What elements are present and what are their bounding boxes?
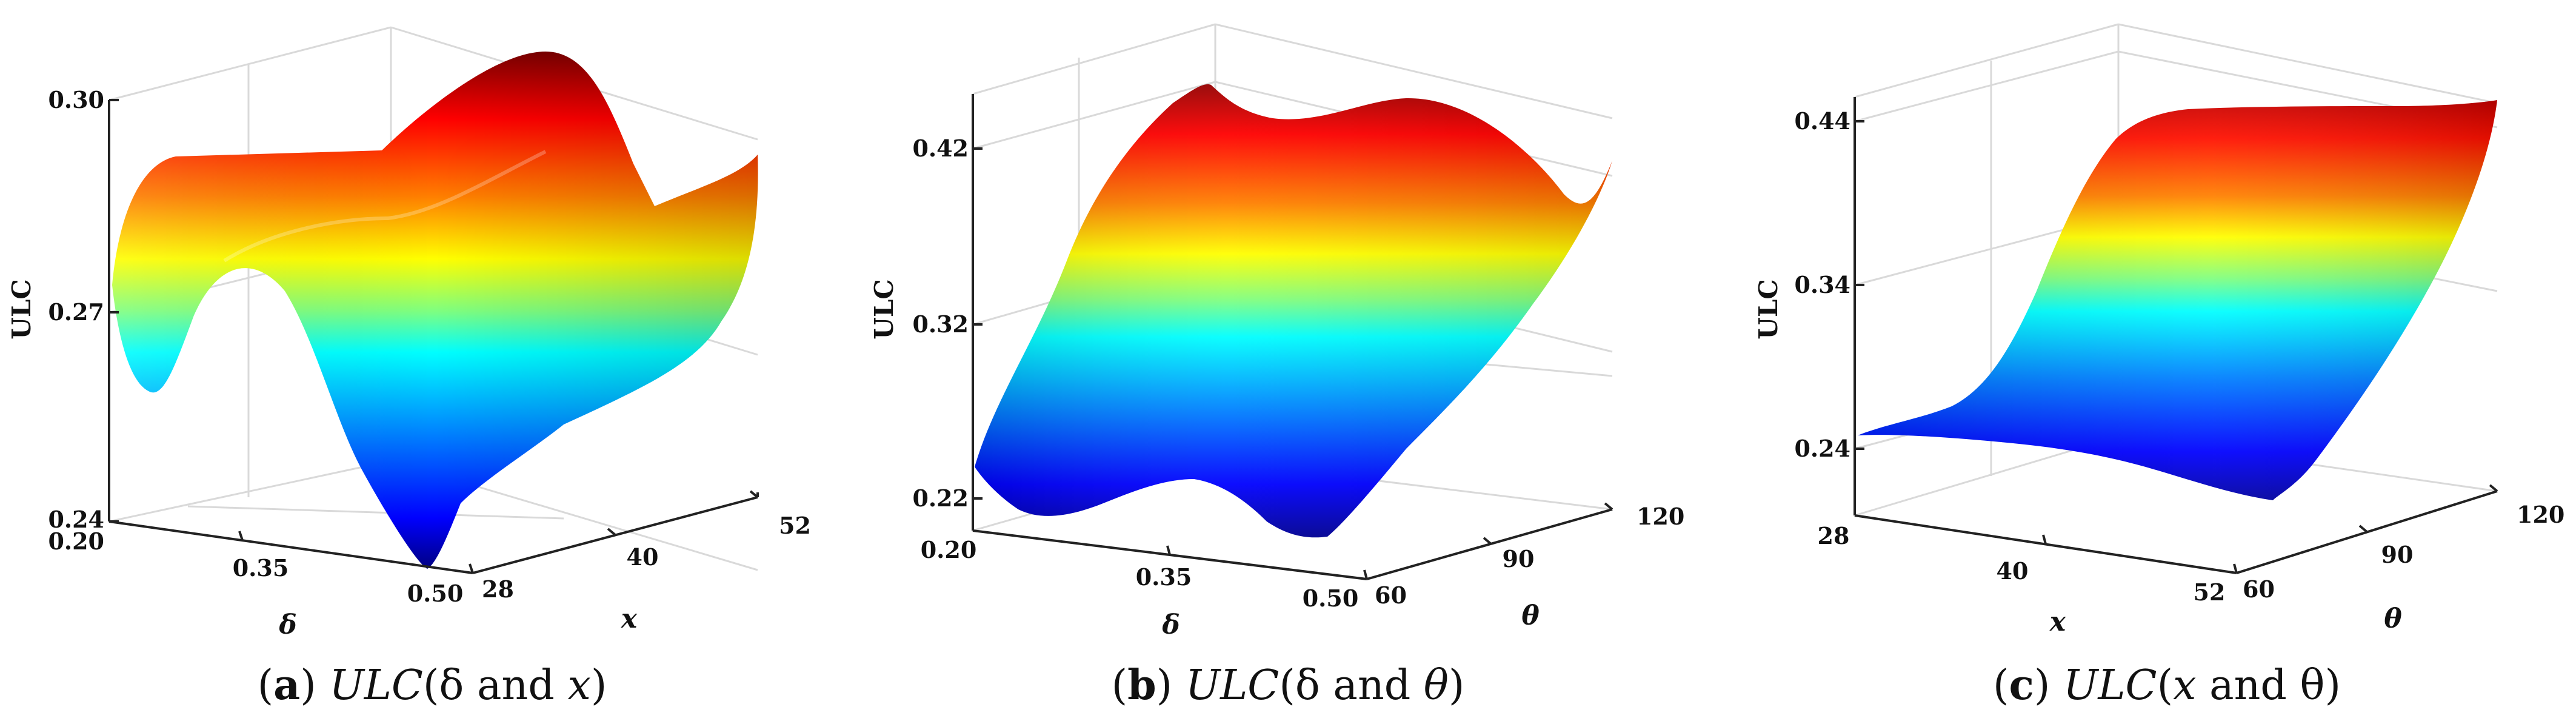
panel-a-z-tick-027: 0.27 [48,298,104,326]
panel-b-y-tick-120: 120 [1637,503,1684,530]
panel-b-y-label: θ [1521,600,1540,631]
panel-c-caption: (c) ULC(x and θ) [1993,661,2341,709]
panel-b-x-tick-050: 0.50 [1303,585,1359,612]
panel-c-x-tick-40: 40 [1997,557,2029,585]
panel-b-caption-close: ) [1156,662,1173,709]
panel-a-ticks [109,99,759,574]
panel-b-caption-letter: b [1127,661,1156,709]
panel-a-caption-func: ULC [329,662,423,709]
panel-b-surface-shade [975,84,1612,538]
panel-b-caption-open: ( [1112,662,1128,709]
panel-b-z-tick-022: 0.22 [912,485,969,512]
panel-b-y-tick-90: 90 [1503,545,1535,572]
panel-c-caption-func: ULC [2063,662,2157,709]
panel-b-caption-var2: θ [1424,662,1449,709]
panel-c-z-tick-044: 0.44 [1794,107,1850,135]
panel-b-x-tick-020: 0.20 [921,536,977,563]
panel-a-caption-open: ( [258,662,274,709]
panel-b-caption-p2: ) [1449,662,1465,709]
panel-c-x-tick-52: 52 [2194,578,2226,606]
panel-c-x-label: x [2049,606,2066,637]
panel-c-surface-shade [1858,100,2497,500]
panel-c-caption-p1: ( [2157,662,2174,709]
panel-a-surface-shade [112,52,758,569]
panel-a-x-tick-020: 0.20 [48,528,104,555]
panel-c-caption-p2: and θ) [2196,662,2341,709]
panel-c-z-tick-034: 0.34 [1794,271,1850,298]
panel-c-caption-letter: c [2009,661,2034,709]
panel-a-caption: (a) ULC(δ and x) [258,661,607,709]
panel-a-y-label: x [621,603,638,634]
panel-b-caption-func: ULC [1186,662,1280,709]
panel-c-caption-var2: x [2173,662,2196,709]
panel-a-z-tick-024: 0.24 [48,506,104,533]
panel-a-x-tick-050: 0.50 [407,580,464,607]
panel-c-caption-close: ) [2034,662,2050,709]
panel-b-x-tick-035: 0.35 [1136,563,1192,591]
panel-c-caption-open: ( [1993,662,2009,709]
panel-c-z-label: ULC [1753,279,1783,340]
panel-b-caption-p1: (δ and [1279,662,1424,709]
panel-a: 0.30 0.27 0.24 0.20 0.35 0.50 28 40 52 U… [7,26,811,709]
panel-a-caption-p2: ) [591,662,607,709]
panel-b-z-tick-032: 0.32 [912,310,969,338]
panel-c-y-tick-120: 120 [2517,501,2564,528]
panel-c-y-label: θ [2384,603,2402,634]
panel-a-axes [108,100,759,574]
panel-b-y-tick-60: 60 [1375,582,1407,609]
panel-a-caption-var2: x [567,662,590,709]
panel-c: 0.44 0.34 0.24 28 40 52 60 90 120 ULC x … [1753,23,2564,709]
panel-a-x-tick-035: 0.35 [233,554,289,582]
panel-b-z-tick-042: 0.42 [912,135,969,162]
panel-a-x-label: δ [278,609,296,640]
panel-b-ticks [973,147,1613,580]
panel-a-z-label: ULC [7,279,36,340]
panel-c-y-tick-90: 90 [2381,541,2414,568]
panel-a-caption-p1: (δ and [423,662,568,709]
panel-c-x-tick-28: 28 [1818,522,1850,549]
panel-c-z-tick-024: 0.24 [1794,435,1850,462]
panel-a-caption-close: ) [300,662,316,709]
panel-b-caption: (b) ULC(δ and θ) [1112,661,1465,709]
panel-a-y-tick-40: 40 [627,543,659,571]
panel-b-x-label: δ [1161,609,1180,640]
panel-c-axes [1854,97,2498,574]
panel-a-fold-highlight [223,150,547,263]
panel-b: 0.42 0.32 0.22 0.20 0.35 0.50 60 90 120 … [869,23,1684,709]
panel-b-z-label: ULC [869,279,899,340]
panel-a-y-tick-28: 28 [482,575,514,603]
panel-a-caption-letter: a [273,661,300,709]
panel-c-ticks [1855,120,2498,574]
panel-a-z-tick-030: 0.30 [48,86,104,113]
panel-c-y-tick-60: 60 [2243,575,2275,603]
panel-a-y-tick-52: 52 [779,512,811,539]
